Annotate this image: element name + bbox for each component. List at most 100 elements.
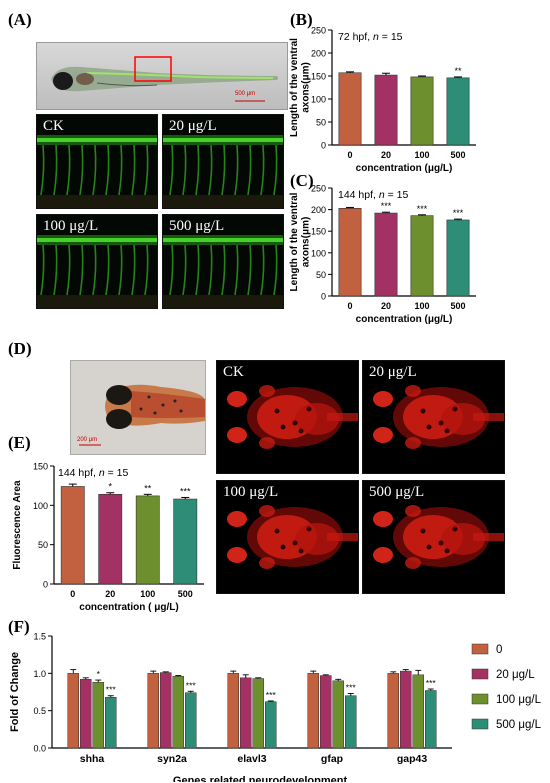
y-tick-label: 50 (316, 270, 326, 280)
bar (307, 673, 319, 749)
trunk-label-ck: CK (43, 118, 64, 134)
head-label-500: 500 μg/L (369, 484, 425, 500)
head-micrograph-100: 100 μg/L (216, 480, 359, 594)
y-tick-label: 150 (311, 227, 326, 237)
legend-swatch (471, 718, 489, 730)
trunk-label-20: 20 μg/L (169, 118, 217, 134)
trunk-label-100: 100 μg/L (43, 218, 99, 234)
y-tick-label: 0.5 (33, 706, 46, 716)
bar (320, 675, 332, 749)
head-label-100: 100 μg/L (223, 484, 279, 500)
chart-c-ventral-axons-144hpf: 0 50 100 150 200 250 0 *** 20 *** 100 *** 500 concent… (289, 184, 476, 325)
head-overview-image: 200 μm (70, 360, 206, 455)
head-label-ck: CK (223, 364, 244, 380)
bar (338, 72, 362, 146)
y-tick-label: 200 (311, 205, 326, 215)
bar (173, 498, 198, 585)
bar (412, 674, 424, 749)
panel-f-label: (F) (8, 617, 30, 636)
x-tick-label: 0 (70, 589, 75, 599)
significance-mark: * (97, 669, 101, 679)
significance-mark: *** (453, 208, 464, 218)
head-micrograph-500: 500 μg/L (362, 480, 505, 594)
y-tick-label: 150 (311, 72, 326, 82)
legend-label: 500 μg/L (496, 719, 542, 731)
y-tick-label: 50 (316, 118, 326, 128)
x-axis-label: concentration ( μg/L) (79, 602, 178, 613)
legend-swatch (471, 668, 489, 680)
trunk-micrograph-500: 500 μg/L (162, 214, 284, 309)
y-tick-label: 0 (321, 292, 326, 302)
y-tick-label: 1.0 (33, 669, 46, 679)
x-tick-label: 500 (450, 301, 465, 311)
bar (374, 212, 398, 297)
bar (410, 76, 434, 146)
y-tick-label: 100 (311, 95, 326, 105)
x-tick-label: 500 (178, 589, 193, 599)
trunk-micrograph-100: 100 μg/L (36, 214, 158, 309)
panel-c-label: (C) (290, 171, 314, 190)
y-tick-label: 0 (321, 141, 326, 151)
trunk-micrograph-ck: CK (36, 114, 158, 209)
y-tick-label: 250 (311, 26, 326, 36)
bar (374, 74, 398, 146)
x-tick-label: 20 (381, 150, 391, 160)
legend-label: 100 μg/L (496, 694, 542, 706)
head-scale-bar-label: 200 μm (77, 437, 98, 443)
bar (60, 486, 85, 585)
y-tick-label: 50 (38, 540, 48, 550)
bar (387, 673, 399, 749)
significance-mark: *** (106, 685, 117, 695)
significance-mark: *** (417, 204, 428, 214)
bar (410, 215, 434, 297)
bar (240, 677, 252, 749)
x-tick-label: shha (80, 753, 105, 765)
y-axis-label: Length of the ventralaxons(μm) (289, 38, 312, 137)
legend-label: 0 (496, 644, 502, 656)
x-axis-label: concentration (μg/L) (356, 163, 453, 174)
bar (425, 690, 437, 749)
significance-mark: * (108, 482, 112, 492)
head-micrograph-ck: CK (216, 360, 359, 474)
bar (332, 680, 344, 749)
bar (338, 208, 362, 297)
y-tick-label: 250 (311, 184, 326, 194)
chart-title: 144 hpf, n = 15 (58, 467, 129, 479)
head-label-20: 20 μg/L (369, 364, 417, 380)
x-tick-label: 100 (414, 301, 429, 311)
significance-mark: *** (180, 486, 191, 496)
bar (172, 676, 184, 749)
bar (252, 678, 264, 749)
x-tick-label: gap43 (397, 753, 428, 765)
bar (265, 701, 277, 749)
bar (80, 679, 92, 749)
trunk-micrograph-20: 20 μg/L (162, 114, 284, 209)
y-axis-label: Length of the ventralaxons(μm) (289, 192, 312, 291)
y-tick-label: 1.5 (33, 632, 46, 642)
significance-mark: ** (144, 483, 152, 493)
bar (160, 672, 172, 749)
x-tick-label: 100 (414, 150, 429, 160)
head-micrograph-20: 20 μg/L (362, 360, 505, 474)
bar (135, 495, 160, 585)
bar (446, 219, 470, 297)
y-tick-label: 0.0 (33, 744, 46, 754)
bar (345, 695, 357, 749)
bar (105, 696, 117, 749)
larva-scale-bar-label: 500 μm (235, 91, 256, 97)
significance-mark: ** (454, 66, 462, 76)
x-tick-label: 500 (450, 150, 465, 160)
legend-label: 20 μg/L (496, 669, 535, 681)
chart-title: 144 hpf, n = 15 (338, 189, 409, 201)
significance-mark: *** (186, 680, 197, 690)
significance-mark: *** (426, 678, 437, 688)
y-tick-label: 150 (33, 462, 48, 472)
legend-swatch (471, 643, 489, 655)
bar (185, 692, 197, 749)
larva-overview-image: 500 μm (36, 42, 288, 110)
x-tick-label: 20 (105, 589, 115, 599)
significance-mark: *** (346, 682, 357, 692)
x-tick-label: 0 (347, 301, 352, 311)
bar (227, 673, 239, 749)
